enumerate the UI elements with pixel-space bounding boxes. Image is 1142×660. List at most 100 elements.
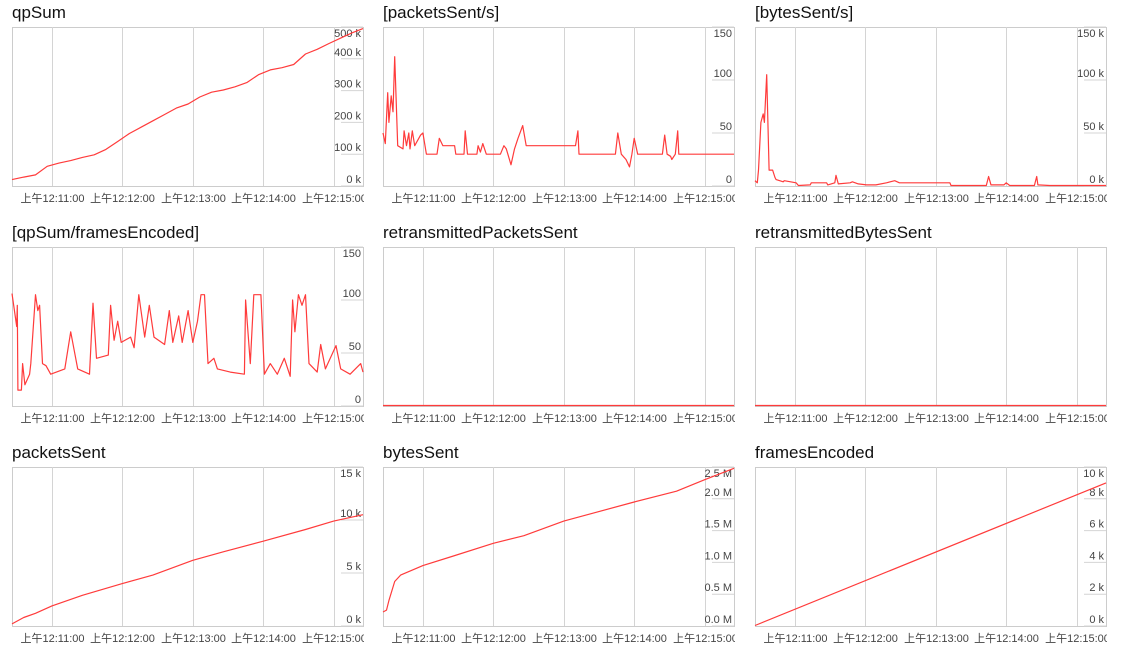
x-tick-label: 上午12:15:00	[673, 192, 738, 205]
x-tick-label: 上午12:15:00	[302, 192, 367, 205]
y-tick-label: 15 k	[340, 468, 361, 480]
y-tick-label: 6 k	[1089, 519, 1104, 531]
chart-svg: 上午12:11:00 上午12:12:00 上午12:13:00 上午12:14:00…	[382, 466, 755, 648]
y-tick-label: 5 k	[346, 561, 361, 573]
label-clip	[735, 408, 755, 428]
y-tick-label: 0	[726, 174, 732, 186]
chart-svg: 上午12:11:00 上午12:12:00 上午12:13:00 上午12:14:00…	[754, 26, 1127, 208]
label-clip	[735, 188, 755, 208]
x-tick-label: 上午12:15:00	[1045, 632, 1110, 645]
x-tick-label: 上午12:15:00	[302, 632, 367, 645]
y-tick-label: 2.0 M	[704, 487, 732, 499]
y-tick-label: 50 k	[1083, 121, 1104, 133]
label-clip	[735, 628, 755, 648]
y-tick-label: 50	[720, 121, 732, 133]
chart-title: bytesSent	[383, 443, 459, 462]
y-tick-label: 400 k	[334, 47, 361, 59]
x-tick-label: 上午12:12:00	[461, 412, 526, 425]
chart-title: framesEncoded	[755, 443, 875, 462]
chart-title: retransmittedPacketsSent	[383, 223, 578, 242]
y-tick-label: 0 k	[1089, 614, 1104, 626]
x-tick-label: 上午12:15:00	[673, 412, 738, 425]
x-tick-label: 上午12:11:00	[763, 632, 827, 645]
x-tick-label: 上午12:13:00	[532, 632, 597, 645]
chart-svg: 上午12:11:00 上午12:12:00 上午12:13:00 上午12:14:00…	[755, 247, 1127, 428]
x-tick-label: 上午12:12:00	[833, 192, 898, 205]
chart-svg: 上午12:11:00 上午12:12:00 上午12:13:00 上午12:14:00…	[11, 246, 384, 428]
label-clip	[1107, 408, 1127, 428]
chart-framesEncoded: framesEncoded 上午12:11:00 上午12:12:00 上午12:13…	[754, 440, 1127, 660]
x-tick-label: 上午12:13:00	[904, 412, 969, 425]
chart-bytesSentPerSec: [bytesSent/s] 上午12:11:00 上午12:12:00 上午12:13…	[754, 0, 1127, 220]
y-tick-label: 0.0 M	[704, 614, 732, 626]
chart-qpSumPerFrame: [qpSum/framesEncoded] 上午12:11:00 上午12:12:0…	[11, 220, 384, 440]
x-tick-label: 上午12:15:00	[1045, 412, 1110, 425]
y-tick-label: 0 k	[346, 614, 361, 626]
x-tick-label: 上午12:14:00	[974, 412, 1039, 425]
x-tick-label: 上午12:11:00	[391, 412, 455, 425]
x-tick-label: 上午12:15:00	[302, 412, 367, 425]
x-tick-label: 上午12:13:00	[161, 412, 226, 425]
series-line-framesEncoded	[754, 482, 1107, 627]
chart-title: packetsSent	[12, 443, 106, 462]
x-tick-label: 上午12:14:00	[231, 192, 296, 205]
x-tick-label: 上午12:11:00	[20, 412, 84, 425]
y-tick-label: 150	[343, 248, 361, 260]
plot-frame	[755, 467, 1107, 627]
label-clip	[364, 628, 384, 648]
x-tick-label: 上午12:15:00	[673, 632, 738, 645]
x-tick-label: 上午12:13:00	[532, 412, 597, 425]
plot-frame	[755, 247, 1107, 407]
chart-svg: 上午12:11:00 上午12:12:00 上午12:13:00 上午12:14:00…	[382, 26, 755, 208]
x-tick-label: 上午12:14:00	[974, 632, 1039, 645]
chart-title: retransmittedBytesSent	[755, 223, 932, 242]
chart-title: [packetsSent/s]	[383, 3, 500, 22]
x-tick-label: 上午12:14:00	[602, 192, 667, 205]
y-tick-label: 8 k	[1089, 487, 1104, 499]
x-tick-label: 上午12:13:00	[161, 632, 226, 645]
plot-frame	[383, 247, 735, 407]
chart-retransmittedPacketsSent: retransmittedPacketsSent 上午12:11:00 上午12:1…	[383, 220, 755, 440]
label-clip	[1107, 628, 1127, 648]
x-tick-label: 上午12:14:00	[231, 632, 296, 645]
y-tick-label: 500 k	[334, 28, 361, 40]
y-tick-label: 100	[714, 68, 732, 80]
y-tick-label: 0	[355, 394, 361, 406]
x-tick-label: 上午12:12:00	[461, 632, 526, 645]
x-tick-label: 上午12:12:00	[90, 412, 155, 425]
x-tick-label: 上午12:11:00	[20, 632, 84, 645]
label-clip	[364, 408, 384, 428]
y-tick-label: 150 k	[1077, 28, 1104, 40]
x-tick-label: 上午12:13:00	[904, 632, 969, 645]
chart-title: [bytesSent/s]	[755, 3, 854, 22]
chart-title: qpSum	[12, 3, 66, 22]
y-tick-label: 200 k	[334, 110, 361, 122]
y-tick-label: 0 k	[346, 174, 361, 186]
x-tick-label: 上午12:12:00	[833, 412, 898, 425]
series-line-bytesSentPerSec	[754, 74, 1106, 187]
x-tick-label: 上午12:15:00	[1045, 192, 1110, 205]
x-tick-label: 上午12:13:00	[532, 192, 597, 205]
y-tick-label: 100 k	[334, 142, 361, 154]
chart-bytesSent: bytesSent 上午12:11:00 上午12:12:00 上午12:13:00 上…	[382, 440, 755, 660]
label-clip	[1107, 188, 1127, 208]
plot-frame	[755, 27, 1107, 187]
x-tick-label: 上午12:12:00	[461, 192, 526, 205]
x-tick-label: 上午12:12:00	[90, 632, 155, 645]
x-tick-label: 上午12:13:00	[904, 192, 969, 205]
x-tick-label: 上午12:11:00	[763, 192, 827, 205]
y-tick-label: 10 k	[1083, 468, 1104, 480]
x-tick-label: 上午12:14:00	[602, 632, 667, 645]
x-tick-label: 上午12:11:00	[763, 412, 827, 425]
y-tick-label: 300 k	[334, 79, 361, 91]
series-line-bytesSent	[382, 467, 735, 613]
chart-svg: 上午12:11:00 上午12:12:00 上午12:13:00 上午12:14:00…	[11, 466, 384, 648]
chart-svg: 上午12:11:00 上午12:12:00 上午12:13:00 上午12:14:00…	[11, 26, 384, 208]
x-tick-label: 上午12:11:00	[391, 632, 455, 645]
y-tick-label: 150	[714, 28, 732, 40]
chart-title: [qpSum/framesEncoded]	[12, 223, 200, 242]
x-tick-label: 上午12:14:00	[602, 412, 667, 425]
chart-retransmittedBytesSent: retransmittedBytesSent 上午12:11:00 上午12:12:…	[755, 220, 1127, 440]
y-tick-label: 10 k	[340, 508, 361, 520]
plot-frame	[383, 467, 735, 627]
